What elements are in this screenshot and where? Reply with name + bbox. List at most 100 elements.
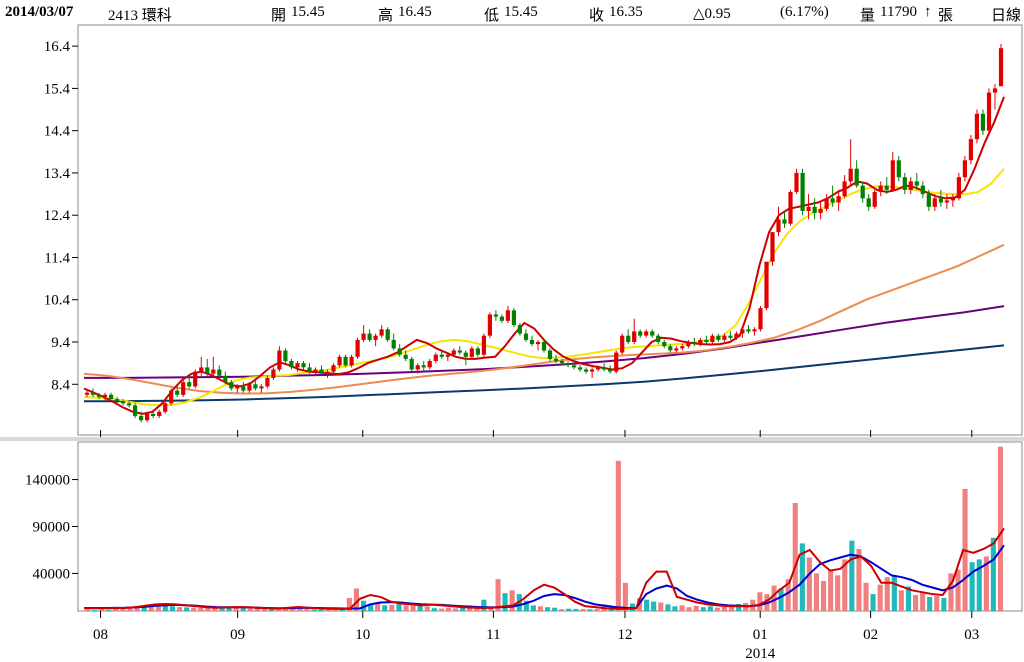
volume-bar <box>155 604 161 611</box>
volume-bar <box>969 562 975 611</box>
candle-body <box>523 333 529 340</box>
candle-body <box>662 342 667 347</box>
volume-bar <box>757 592 763 611</box>
volume-bar <box>828 569 834 611</box>
price-y-axis: 16.4 15.4 14.4 13.4 12.4 11.4 10.4 9.4 8.4 <box>44 39 78 393</box>
candle-body <box>764 261 769 309</box>
candle-body <box>674 348 679 351</box>
candle-body <box>572 365 577 368</box>
candle-body <box>157 411 162 416</box>
quote-header: 2014/03/07 2413 環科 開 15.45 高 16.45 低 15.… <box>0 0 1024 24</box>
close-label: 收 <box>589 8 605 24</box>
volume-bar <box>127 607 133 611</box>
candle-body <box>493 314 498 317</box>
candle-body <box>565 363 571 366</box>
candle-body <box>980 113 985 131</box>
volume-bar <box>898 590 904 611</box>
candle-body <box>614 352 619 372</box>
candle-body <box>319 369 324 374</box>
volume-bar <box>453 608 459 611</box>
candle-body <box>944 200 949 203</box>
price-tick-label: 12.4 <box>44 208 71 224</box>
candle-body <box>253 384 258 389</box>
candle-body <box>102 394 108 397</box>
candle-body <box>776 219 781 233</box>
candle-body <box>896 160 901 178</box>
volume-bar <box>665 604 671 611</box>
volume-bar <box>113 608 119 611</box>
price-tick-label: 16.4 <box>44 39 71 55</box>
volume-bar <box>927 596 933 611</box>
volume-bar <box>856 549 862 611</box>
volume-bar <box>276 608 282 611</box>
period-label: 日線 <box>991 8 1022 24</box>
volume-bar <box>318 609 324 611</box>
candle-body <box>529 339 535 345</box>
candle-body <box>632 331 637 342</box>
volume-bar <box>346 597 352 611</box>
volume-bar <box>304 609 310 611</box>
volume-bar <box>361 600 367 611</box>
candle-body <box>535 342 541 345</box>
candle-body <box>205 367 210 374</box>
candle-body <box>487 314 492 336</box>
close-price: 16.35 <box>609 4 643 20</box>
volume-bar <box>721 605 727 611</box>
candle-body <box>409 358 414 370</box>
candle-body <box>175 390 180 395</box>
candle-body <box>211 369 216 374</box>
candle-body <box>547 350 553 359</box>
volume-bar <box>552 607 558 611</box>
candle-body <box>271 369 276 378</box>
candle-body <box>668 346 673 351</box>
stock-name: 2413 環科 <box>108 8 172 24</box>
candle-body <box>794 172 799 192</box>
volume-bar <box>169 606 175 611</box>
volume-bar <box>870 594 876 611</box>
candle-body <box>343 356 348 366</box>
high-price: 16.45 <box>398 4 432 20</box>
volume-bar <box>990 537 996 611</box>
candle-body <box>848 168 853 182</box>
volume-bar <box>686 607 692 611</box>
candle-body <box>313 369 318 372</box>
volume-y-axis: 140000 90000 40000 <box>25 473 78 582</box>
candle-body <box>457 350 462 353</box>
volume-bar <box>389 604 395 611</box>
volume-bar <box>622 582 628 611</box>
price-tick-label: 11.4 <box>44 250 70 266</box>
volume-bar <box>785 579 791 611</box>
volume-bar <box>813 573 819 611</box>
volume-bar <box>375 602 381 611</box>
month-label: 10 <box>355 627 370 643</box>
candle-body <box>842 181 847 197</box>
candle-body <box>866 198 871 207</box>
volume-bar <box>247 608 253 611</box>
volume-bar <box>934 596 940 611</box>
volume-bar <box>198 607 204 611</box>
ma120-line <box>84 344 1005 403</box>
month-label: 11 <box>486 627 500 643</box>
volume-bar <box>707 606 713 611</box>
candle-body <box>187 382 192 387</box>
x-axis: 08 09 10 11 12 01 02 03 2014 <box>93 430 979 662</box>
candle-body <box>950 198 955 201</box>
candle-body <box>127 403 132 406</box>
volume-bar <box>353 588 359 611</box>
volume-average-lines <box>84 527 1005 610</box>
month-label: 02 <box>863 627 878 643</box>
ma20-line <box>83 243 1005 395</box>
volume-bar <box>502 593 508 611</box>
year-label: 2014 <box>745 646 776 662</box>
volume-bar <box>240 608 246 611</box>
candle-body <box>812 206 817 214</box>
volume-bar <box>792 503 798 611</box>
panel-divider <box>0 437 1024 441</box>
volume-bar <box>679 605 685 611</box>
candle-body <box>96 394 102 397</box>
candle-body <box>451 350 456 355</box>
candle-body <box>223 375 228 383</box>
volume-bar <box>891 575 897 611</box>
candle-body <box>998 48 1004 87</box>
